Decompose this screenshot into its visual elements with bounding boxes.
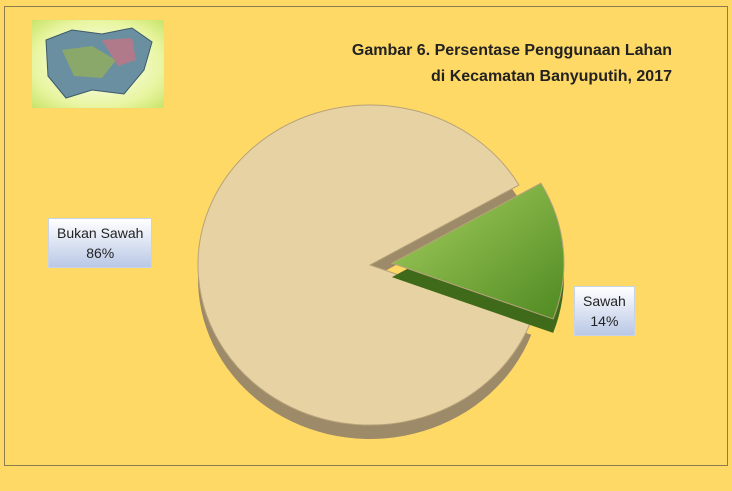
data-label: Bukan Sawah 86% [48, 218, 152, 268]
chart: Gambar 6. Persentase Penggunaan Lahan di… [0, 0, 732, 491]
category-label: Bukan Sawah [57, 223, 143, 243]
value-label: 86% [57, 243, 143, 263]
value-label: 14% [583, 311, 626, 331]
category-label: Sawah [583, 291, 626, 311]
data-label: Sawah 14% [574, 286, 635, 336]
